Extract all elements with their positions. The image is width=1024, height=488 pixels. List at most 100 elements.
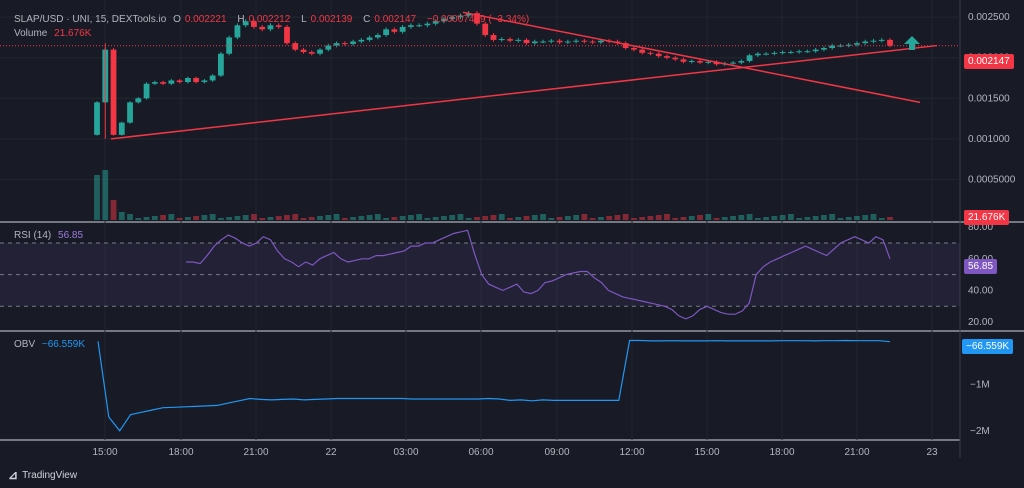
candle	[408, 25, 414, 27]
volume-bar	[325, 215, 332, 220]
candle	[854, 43, 860, 45]
candle	[325, 45, 332, 50]
volume-bar	[383, 218, 390, 220]
candle	[507, 39, 513, 41]
candle	[391, 29, 398, 32]
obv-legend: OBV −66.559K	[14, 339, 89, 350]
candle	[259, 26, 266, 30]
volume-bar	[300, 218, 307, 220]
change-label: −0.00007419 (−3.34%)	[426, 14, 530, 25]
volume-bar	[664, 214, 670, 220]
candle	[862, 41, 869, 44]
volume-bar	[746, 214, 753, 220]
volume-bar	[242, 215, 249, 220]
rsi-tag: 56.85	[964, 259, 998, 274]
candle	[746, 55, 753, 61]
candle	[887, 39, 893, 46]
volume-bar	[498, 214, 505, 220]
candle	[730, 62, 736, 64]
volume-bar	[441, 216, 447, 220]
volume-bar	[193, 216, 200, 220]
candle	[482, 23, 489, 36]
candle	[796, 51, 803, 53]
x-tick-label: 03:00	[393, 447, 418, 458]
candle	[829, 45, 836, 48]
rsi-line	[186, 229, 891, 320]
candle	[300, 49, 307, 53]
candle	[209, 75, 216, 81]
volume-bar	[218, 218, 224, 220]
candle	[639, 49, 646, 53]
candle	[151, 82, 158, 84]
x-tick-label: 18:00	[168, 447, 193, 458]
obv-tag: −66.559K	[962, 339, 1014, 354]
candle	[589, 41, 596, 43]
candle	[267, 25, 274, 30]
x-tick-label: 15:00	[694, 447, 719, 458]
candle	[540, 41, 546, 43]
volume-bar	[589, 218, 596, 220]
y-tick-label: 0.001000	[968, 134, 1010, 145]
candle	[655, 53, 662, 57]
candle	[110, 49, 117, 135]
volume-value: 21.676K	[54, 28, 92, 39]
volume-bar	[465, 218, 472, 220]
x-tick-label: 22	[325, 447, 337, 458]
candle	[292, 43, 299, 50]
volume-bar	[350, 217, 356, 220]
volume-bar	[680, 217, 687, 220]
volume-bar	[457, 214, 464, 220]
volume-bar	[837, 218, 844, 220]
candle	[226, 37, 233, 54]
close-label: C 0.002147	[363, 14, 417, 25]
volume-bar	[168, 214, 175, 220]
candle	[688, 60, 695, 62]
volume-bar	[341, 218, 348, 220]
candle	[242, 21, 249, 26]
candle	[432, 21, 439, 24]
candle	[449, 17, 456, 19]
volume-bar	[118, 212, 125, 220]
candle	[135, 98, 142, 103]
rsi-label: RSI (14)	[14, 230, 52, 241]
candle	[308, 52, 315, 54]
volume-bar	[317, 216, 323, 220]
volume-bar	[697, 215, 703, 220]
volume-bar	[812, 216, 819, 220]
rsi-value: 56.85	[58, 230, 84, 241]
candle	[581, 40, 588, 42]
candle	[515, 39, 522, 41]
candle	[754, 53, 761, 56]
volume-bar	[523, 216, 530, 220]
candle	[804, 51, 811, 53]
tradingview-logo[interactable]: ⊿ TradingView	[8, 468, 77, 482]
volume-bar	[449, 215, 456, 220]
candle	[548, 40, 555, 42]
volume-bar	[416, 214, 423, 220]
ohlc-legend: SLAP/USD · UNI, 15, DEXTools.io O 0.00222…	[14, 14, 533, 25]
candle	[490, 35, 497, 40]
volume-bar	[540, 214, 546, 220]
volume-bar	[779, 215, 786, 220]
obv-value: −66.559K	[41, 339, 86, 350]
candle	[498, 39, 505, 41]
volume-bar	[275, 216, 282, 220]
rsi-tick-label: 80.00	[968, 222, 993, 233]
volume-bar	[515, 217, 522, 220]
volume-bar	[176, 218, 183, 220]
candle	[374, 35, 381, 38]
candle	[672, 57, 679, 60]
brand-label: TradingView	[22, 469, 78, 481]
volume-bar	[821, 215, 827, 220]
candle	[176, 80, 183, 83]
volume-bar	[432, 217, 439, 220]
volume-bar	[358, 216, 365, 220]
candle	[333, 43, 340, 46]
volume-bar	[474, 217, 480, 220]
candle	[787, 52, 794, 54]
low-label: L 0.002139	[301, 14, 353, 25]
candle	[821, 48, 827, 50]
candle	[622, 43, 629, 48]
obv-label: OBV	[14, 339, 36, 350]
